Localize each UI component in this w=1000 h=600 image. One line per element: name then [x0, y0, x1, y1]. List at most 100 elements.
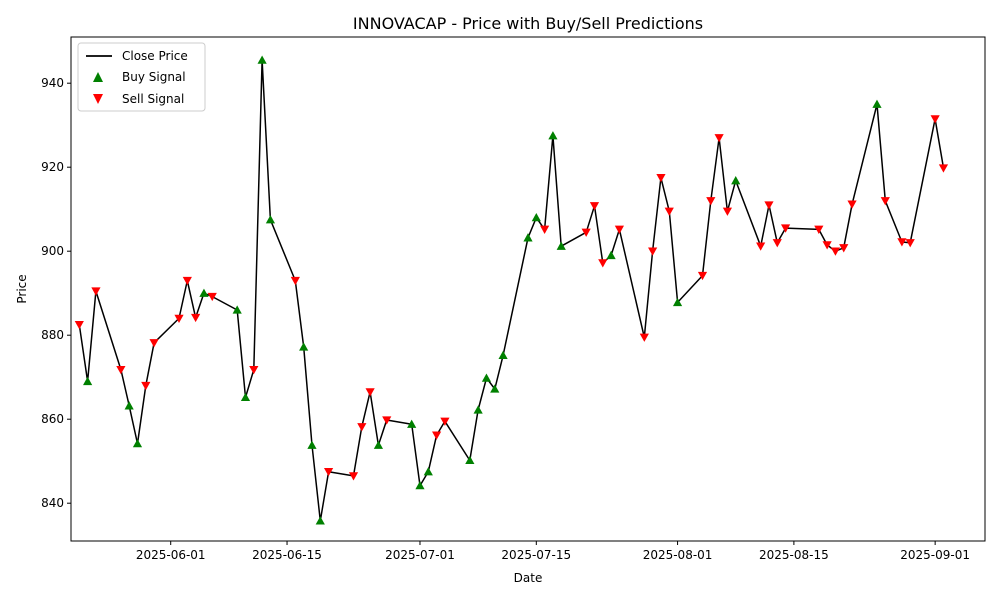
- buy-signal-marker: [556, 241, 566, 250]
- buy-signal-marker: [257, 55, 267, 64]
- y-tick-label: 880: [41, 328, 64, 342]
- sell-signal-marker: [382, 416, 392, 425]
- sell-signal-marker: [756, 242, 766, 251]
- legend-label-buy: Buy Signal: [122, 70, 186, 84]
- buy-signal-marker: [232, 305, 242, 314]
- buy-signal-marker: [531, 213, 541, 222]
- x-tick-label: 2025-09-01: [900, 548, 970, 562]
- buy-signal-marker: [423, 467, 433, 476]
- sell-signal-marker: [589, 202, 600, 211]
- sell-signal-marker: [722, 207, 733, 216]
- buy-signal-marker: [299, 342, 309, 351]
- sell-signal-marker: [440, 417, 450, 426]
- x-tick-label: 2025-08-01: [643, 548, 713, 562]
- sell-signal-marker: [656, 174, 666, 183]
- sell-signal-marker: [432, 431, 442, 440]
- sell-signal-marker: [880, 197, 890, 206]
- buy-signal-marker: [606, 250, 616, 260]
- y-tick-label: 900: [41, 244, 64, 258]
- sell-signal-marker: [249, 365, 259, 375]
- y-tick-label: 840: [41, 496, 64, 510]
- sell-signal-marker: [830, 247, 841, 256]
- x-tick-label: 2025-08-15: [759, 548, 829, 562]
- sell-signal-marker: [74, 321, 84, 330]
- sell-signal-marker: [764, 201, 774, 210]
- legend: Close Price Buy Signal Sell Signal: [77, 42, 206, 112]
- buy-signal-marker: [83, 376, 93, 386]
- buy-signal-marker: [407, 419, 417, 428]
- sell-signal-marker: [839, 244, 849, 253]
- sell-signal-marker: [780, 224, 791, 233]
- buy-signal-marker: [465, 455, 475, 465]
- sell-signal-marker: [323, 468, 334, 477]
- sell-signal-marker: [614, 225, 624, 234]
- legend-buy-marker: [93, 72, 103, 82]
- x-axis-label: Date: [514, 571, 543, 585]
- signal-markers: [74, 55, 949, 525]
- y-axis-label: Price: [15, 274, 29, 303]
- sell-signal-marker: [847, 200, 857, 209]
- buy-signal-marker: [473, 405, 483, 414]
- buy-signal-marker: [307, 440, 317, 449]
- sell-signal-marker: [290, 276, 300, 286]
- sell-signal-marker: [664, 207, 674, 216]
- sell-signal-marker: [149, 339, 159, 348]
- sell-signal-marker: [822, 241, 832, 250]
- sell-signal-marker: [814, 225, 824, 234]
- buy-signal-marker: [315, 516, 325, 525]
- plot-border: [70, 36, 986, 542]
- buy-signal-marker: [199, 288, 209, 297]
- x-axis-ticks: 2025-06-01 2025-06-15 2025-07-01 2025-07-15…: [136, 541, 970, 562]
- buy-signal-marker: [132, 438, 143, 448]
- sell-signal-marker: [697, 271, 708, 281]
- sell-signal-marker: [182, 276, 192, 286]
- x-tick-label: 2025-06-01: [136, 548, 206, 562]
- buy-signal-marker: [731, 176, 741, 185]
- sell-signal-marker: [348, 472, 359, 481]
- sell-signal-marker: [706, 197, 716, 206]
- sell-signal-marker: [930, 115, 940, 124]
- buy-signal-marker: [548, 131, 558, 140]
- sell-signal-marker: [897, 238, 907, 247]
- y-tick-label: 940: [41, 76, 64, 90]
- sell-signal-marker: [648, 247, 658, 256]
- buy-signal-marker: [498, 350, 508, 360]
- x-tick-label: 2025-07-15: [501, 548, 571, 562]
- sell-signal-marker: [905, 239, 915, 248]
- buy-signal-marker: [373, 440, 384, 449]
- sell-signal-marker: [357, 423, 367, 432]
- sell-signal-marker: [141, 381, 151, 391]
- plot-area: [71, 37, 985, 541]
- buy-signal-marker: [240, 392, 251, 402]
- sell-signal-marker: [191, 313, 201, 323]
- sell-signal-marker: [116, 365, 126, 375]
- sell-signal-marker: [207, 292, 217, 302]
- legend-sell-marker: [93, 94, 103, 104]
- sell-signal-marker: [639, 333, 649, 342]
- buy-signal-marker: [523, 233, 533, 242]
- sell-signal-marker: [714, 134, 724, 143]
- sell-signal-marker: [581, 228, 591, 237]
- y-tick-label: 920: [41, 160, 64, 174]
- buy-signal-marker: [672, 297, 683, 307]
- buy-signal-marker: [124, 401, 134, 410]
- sell-signal-marker: [174, 314, 184, 323]
- x-tick-label: 2025-07-01: [385, 548, 455, 562]
- buy-signal-marker: [490, 384, 500, 393]
- buy-signal-marker: [481, 373, 492, 382]
- buy-signal-marker: [872, 99, 882, 108]
- sell-signal-marker: [540, 225, 550, 234]
- sell-signal-marker: [365, 388, 375, 397]
- y-axis-ticks: 840 860 880 900 920 940: [41, 76, 71, 510]
- buy-signal-marker: [415, 480, 425, 490]
- x-tick-label: 2025-06-15: [252, 548, 322, 562]
- chart-title: INNOVACAP - Price with Buy/Sell Predicti…: [353, 14, 703, 33]
- buy-signal-marker: [265, 215, 276, 224]
- y-tick-label: 860: [41, 412, 64, 426]
- legend-label-sell: Sell Signal: [122, 92, 184, 106]
- sell-signal-marker: [91, 287, 101, 296]
- sell-signal-marker: [938, 164, 949, 173]
- sell-signal-marker: [772, 239, 782, 248]
- legend-box: [77, 42, 206, 112]
